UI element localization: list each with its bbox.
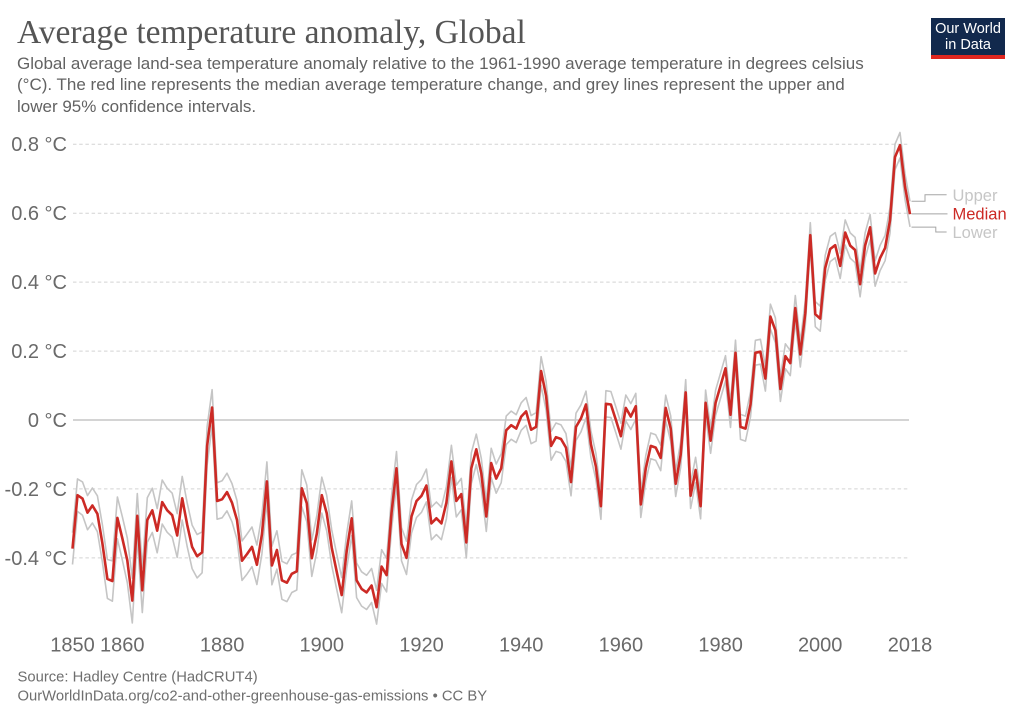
svg-text:1920: 1920 <box>399 635 444 657</box>
svg-text:1900: 1900 <box>300 635 345 657</box>
svg-text:1980: 1980 <box>698 635 743 657</box>
svg-text:0.8 °C: 0.8 °C <box>11 134 67 156</box>
svg-text:OurWorldInData.org/co2-and-oth: OurWorldInData.org/co2-and-other-greenho… <box>18 688 488 704</box>
svg-text:0.2 °C: 0.2 °C <box>11 341 67 363</box>
svg-text:1860: 1860 <box>100 635 145 657</box>
svg-text:Upper: Upper <box>953 187 998 205</box>
svg-text:0.6 °C: 0.6 °C <box>11 203 67 225</box>
svg-text:0 °C: 0 °C <box>28 410 67 432</box>
svg-text:1850: 1850 <box>50 635 95 657</box>
svg-text:1880: 1880 <box>200 635 245 657</box>
svg-text:1940: 1940 <box>499 635 544 657</box>
svg-text:-0.2 °C: -0.2 °C <box>5 479 67 501</box>
svg-text:Median: Median <box>953 206 1007 224</box>
svg-text:2000: 2000 <box>798 635 843 657</box>
svg-text:-0.4 °C: -0.4 °C <box>5 548 67 570</box>
svg-text:0.4 °C: 0.4 °C <box>11 272 67 294</box>
svg-text:2018: 2018 <box>888 635 933 657</box>
svg-text:1960: 1960 <box>599 635 644 657</box>
svg-text:Source: Hadley Centre (HadCRUT: Source: Hadley Centre (HadCRUT4) <box>18 670 258 686</box>
svg-text:Lower: Lower <box>953 224 998 242</box>
